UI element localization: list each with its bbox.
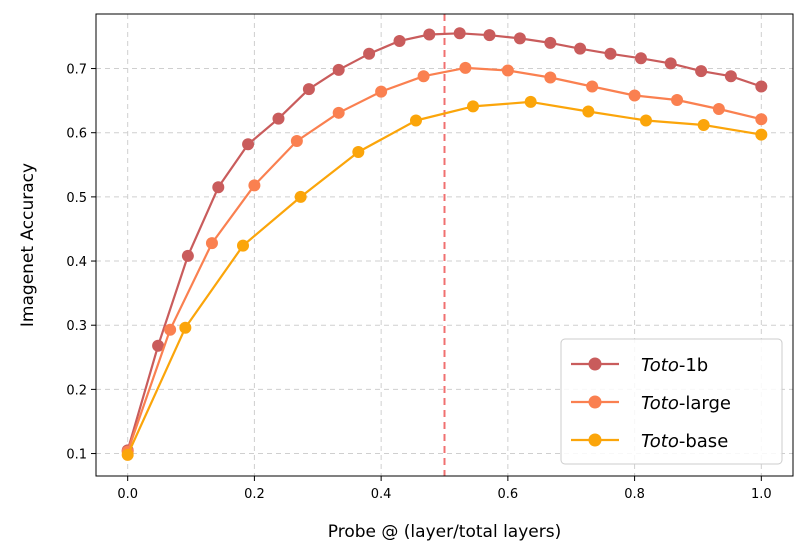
- y-axis-label: Imagenet Accuracy: [18, 163, 38, 327]
- data-point: [212, 181, 225, 194]
- data-point: [755, 128, 768, 141]
- y-tick-label: 0.4: [66, 255, 87, 270]
- y-tick-label: 0.3: [66, 319, 87, 334]
- data-point: [352, 145, 365, 158]
- data-point: [586, 80, 599, 93]
- legend-label: Toto-1b: [641, 355, 708, 376]
- series-line: [126, 32, 762, 451]
- y-tick-label: 0.7: [66, 63, 87, 78]
- y-tick-label: 0.6: [66, 127, 87, 142]
- data-point: [375, 85, 388, 98]
- series-line: [126, 100, 762, 456]
- legend-label: Toto-base: [641, 431, 728, 452]
- data-point: [671, 93, 684, 106]
- y-tick-label: 0.1: [66, 448, 87, 463]
- data-point: [332, 63, 345, 76]
- legend-label-rest: -large: [679, 393, 731, 414]
- legend-label-italic: Toto: [641, 431, 679, 452]
- data-point: [755, 113, 768, 126]
- legend-label-rest: -1b: [679, 355, 708, 376]
- legend-label-italic: Toto: [641, 355, 679, 376]
- legend-box: [560, 338, 783, 465]
- series-2: [121, 95, 768, 461]
- legend-item: Toto-base: [571, 431, 728, 452]
- plot-frame: [95, 13, 794, 477]
- x-tick-label: 0.2: [244, 487, 265, 502]
- data-point: [544, 36, 557, 49]
- legend-swatch-marker: [588, 357, 602, 371]
- data-point: [664, 57, 677, 70]
- data-point: [205, 237, 218, 250]
- data-point: [755, 80, 768, 93]
- data-point: [604, 47, 617, 60]
- data-point: [242, 138, 255, 151]
- x-tick-label: 0.0: [117, 487, 138, 502]
- data-point: [181, 249, 194, 262]
- legend-swatch-marker: [588, 395, 602, 409]
- data-point: [459, 61, 472, 74]
- y-tick-label: 0.2: [66, 383, 87, 398]
- y-tick-label: 0.5: [66, 191, 87, 206]
- data-point: [582, 105, 595, 118]
- data-point: [453, 27, 466, 40]
- data-point: [544, 71, 557, 84]
- legend-label-rest: -base: [679, 431, 728, 452]
- legend-label-italic: Toto: [641, 393, 679, 414]
- data-point: [179, 321, 192, 334]
- series-0: [121, 27, 768, 457]
- data-point: [483, 29, 496, 42]
- x-tick-label: 1.0: [751, 487, 772, 502]
- data-point: [409, 114, 422, 127]
- data-point: [121, 448, 134, 461]
- x-tick-label: 0.4: [371, 487, 392, 502]
- data-point: [423, 28, 436, 41]
- data-point: [290, 135, 303, 148]
- data-point: [467, 100, 480, 113]
- data-point: [248, 179, 261, 192]
- data-point: [237, 239, 250, 252]
- series-line: [126, 66, 762, 452]
- data-point: [501, 64, 514, 77]
- x-tick-label: 0.6: [498, 487, 519, 502]
- data-point: [363, 47, 376, 60]
- data-point: [628, 89, 641, 102]
- data-point: [417, 70, 430, 83]
- data-point: [574, 42, 587, 55]
- data-point: [634, 52, 647, 65]
- data-point: [152, 339, 165, 352]
- data-point: [513, 32, 526, 45]
- x-tick-label: 0.8: [624, 487, 645, 502]
- data-point: [712, 102, 725, 115]
- data-point: [524, 95, 537, 108]
- series-1: [121, 61, 768, 458]
- data-point: [697, 119, 710, 132]
- data-point: [294, 190, 307, 203]
- legend-item: Toto-1b: [571, 355, 708, 376]
- data-point: [393, 34, 406, 47]
- series-layer: [121, 27, 768, 461]
- x-axis-label: Probe @ (layer/total layers): [328, 522, 561, 542]
- data-point: [302, 83, 315, 96]
- legend-item: Toto-large: [571, 393, 731, 414]
- data-point: [332, 106, 345, 119]
- data-point: [639, 114, 652, 127]
- data-point: [724, 70, 737, 83]
- data-point: [695, 65, 708, 78]
- data-point: [272, 112, 285, 125]
- legend-label: Toto-large: [641, 393, 731, 414]
- ticks: 0.0 0.2 0.4 0.6 0.8 1.0 0.1 0.2 0.3 0.4 0.5 0.6 0.7: [66, 63, 771, 502]
- data-point: [164, 323, 177, 336]
- legend-swatch-marker: [588, 433, 602, 447]
